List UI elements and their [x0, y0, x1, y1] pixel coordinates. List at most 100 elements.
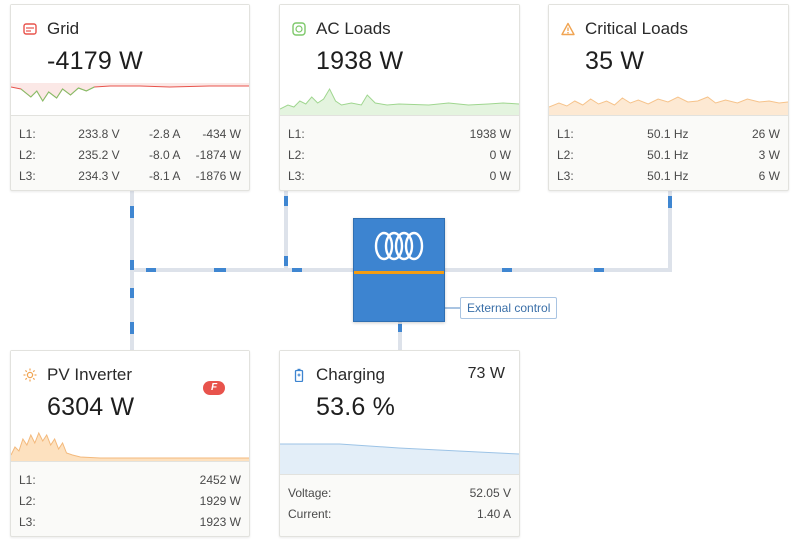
- row-label: L2:: [288, 148, 305, 162]
- power-value: 1929 W: [199, 494, 241, 508]
- ac-loads-row-l2: L2: 0 W: [288, 145, 511, 166]
- row-label: L3:: [19, 515, 36, 529]
- grid-card-header: Grid -4179 W: [11, 5, 249, 116]
- battery-title: Charging: [316, 365, 385, 384]
- flow-dot: [502, 268, 512, 272]
- ac-loads-card-header: AC Loads 1938 W: [280, 5, 519, 116]
- flow-dot: [130, 206, 134, 218]
- flow-dot: [292, 268, 302, 272]
- grid-row-l3: L3: 234.3 V -8.1 A -1876 W: [19, 166, 241, 187]
- battery-current-row: Current: 1.40 A: [288, 504, 511, 525]
- frequency-value: 50.1 Hz: [647, 169, 689, 183]
- battery-voltage-row: Voltage: 52.05 V: [288, 483, 511, 504]
- voltage-value: 52.05 V: [469, 486, 511, 500]
- critical-loads-sparkline: [549, 96, 788, 115]
- battery-connector: [398, 322, 402, 352]
- warning-triangle-icon: [561, 22, 575, 36]
- ac-loads-icon: [292, 22, 306, 36]
- pv-inverter-status-badge: F: [203, 381, 225, 395]
- critical-loads-power: 35 W: [585, 47, 645, 75]
- flow-dot: [668, 196, 672, 208]
- left-connector-horizontal: [130, 268, 354, 272]
- current-value: -2.8 A: [148, 127, 181, 141]
- ac-loads-power: 1938 W: [316, 47, 404, 75]
- row-label: L2:: [19, 494, 36, 508]
- ac-loads-card[interactable]: AC Loads 1938 W L1: 1938 W L2: 0 W L3: 0…: [279, 4, 520, 191]
- current-value: -8.1 A: [148, 169, 181, 183]
- voltage-value: 235.2 V: [78, 148, 120, 162]
- external-control-connector: [444, 307, 460, 309]
- critical-loads-connector: [668, 190, 672, 272]
- grid-row-l2: L2: 235.2 V -8.0 A -1874 W: [19, 145, 241, 166]
- power-value: 1938 W: [469, 127, 511, 141]
- power-value: 1923 W: [199, 515, 241, 529]
- power-value: 26 W: [751, 127, 780, 141]
- flow-dot: [284, 256, 288, 266]
- frequency-value: 50.1 Hz: [647, 148, 689, 162]
- critical-loads-row-l2: L2: 50.1 Hz 3 W: [557, 145, 780, 166]
- grid-row-l1: L1: 233.8 V -2.8 A -434 W: [19, 124, 241, 145]
- voltage-value: 234.3 V: [78, 169, 120, 183]
- battery-soc: 53.6 %: [316, 393, 396, 421]
- battery-power: 73 W: [467, 365, 505, 382]
- pv-inverter-row-l2: L2: 1929 W: [19, 491, 241, 512]
- pv-inverter-row-l1: L1: 2452 W: [19, 470, 241, 491]
- row-label: L3:: [288, 169, 305, 183]
- row-label: L2:: [557, 148, 574, 162]
- power-value: 6 W: [758, 169, 780, 183]
- row-label: L1:: [288, 127, 305, 141]
- power-value: -1874 W: [195, 148, 242, 162]
- row-label: L1:: [19, 473, 36, 487]
- battery-card-header: Charging 73 W 53.6 %: [280, 351, 519, 475]
- pv-inverter-card-header: PV Inverter F 6304 W: [11, 351, 249, 462]
- power-value: 0 W: [489, 148, 511, 162]
- grid-meter-icon: [23, 22, 37, 36]
- flow-dot: [398, 324, 402, 332]
- inverter-charger[interactable]: [353, 218, 445, 322]
- flow-dot: [130, 260, 134, 270]
- grid-title: Grid: [47, 19, 80, 38]
- ac-loads-row-l1: L1: 1938 W: [288, 124, 511, 145]
- battery-sparkline: [280, 443, 519, 474]
- ac-loads-sparkline: [280, 87, 519, 115]
- power-value: -1876 W: [195, 169, 242, 183]
- power-value: 0 W: [489, 169, 511, 183]
- current-value: -8.0 A: [148, 148, 181, 162]
- row-label: L3:: [557, 169, 574, 183]
- right-connector-horizontal: [444, 268, 672, 272]
- ac-loads-title: AC Loads: [316, 19, 391, 38]
- inverter-status-stripe: [354, 271, 444, 274]
- critical-loads-card-header: Critical Loads 35 W: [549, 5, 788, 116]
- power-value: 2452 W: [199, 473, 241, 487]
- victron-logo-icon: [374, 231, 424, 261]
- critical-loads-row-l3: L3: 50.1 Hz 6 W: [557, 166, 780, 187]
- row-label: L1:: [19, 127, 36, 141]
- battery-icon: [292, 368, 306, 383]
- power-value: 3 W: [758, 148, 780, 162]
- flow-dot: [284, 196, 288, 206]
- flow-dot: [130, 288, 134, 298]
- flow-dot: [214, 268, 226, 272]
- pv-inverter-power: 6304 W: [47, 393, 135, 421]
- ac-loads-row-l3: L3: 0 W: [288, 166, 511, 187]
- external-control-label: External control: [460, 297, 558, 319]
- flow-dot: [594, 268, 604, 272]
- current-label: Current:: [288, 507, 332, 521]
- flow-dot: [146, 268, 156, 272]
- row-label: L3:: [19, 169, 36, 183]
- pv-inverter-row-l3: L3: 1923 W: [19, 512, 241, 533]
- critical-loads-title: Critical Loads: [585, 19, 688, 38]
- row-label: L2:: [19, 148, 36, 162]
- voltage-label: Voltage:: [288, 486, 332, 500]
- row-label: L1:: [557, 127, 574, 141]
- sun-icon: [23, 368, 37, 382]
- grid-card[interactable]: Grid -4179 W L1: 233.8 V -2.8 A -434 W L…: [10, 4, 250, 191]
- current-value: 1.40 A: [476, 507, 511, 521]
- flow-dot: [130, 322, 134, 334]
- critical-loads-row-l1: L1: 50.1 Hz 26 W: [557, 124, 780, 145]
- battery-card[interactable]: Charging 73 W 53.6 % Voltage: 52.05 V Cu…: [279, 350, 520, 537]
- critical-loads-card[interactable]: Critical Loads 35 W L1: 50.1 Hz 26 W L2:…: [548, 4, 789, 191]
- voltage-value: 233.8 V: [78, 127, 120, 141]
- frequency-value: 50.1 Hz: [647, 127, 689, 141]
- pv-inverter-card[interactable]: PV Inverter F 6304 W L1: 2452 W L2: 1929…: [10, 350, 250, 537]
